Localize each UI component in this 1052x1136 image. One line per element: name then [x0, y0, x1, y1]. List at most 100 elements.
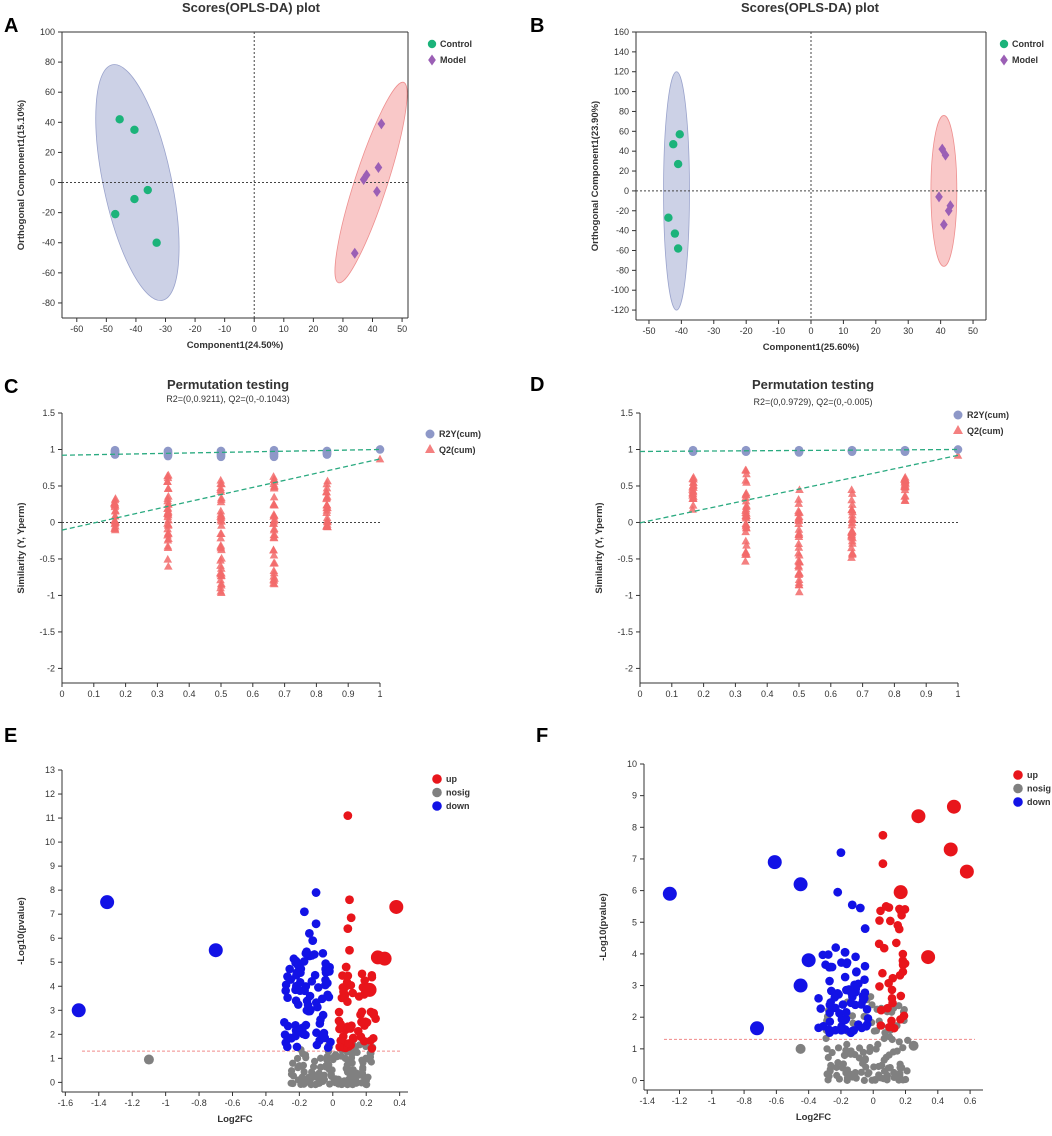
y-tick-label: -20: [616, 206, 629, 216]
down-point: [292, 968, 302, 977]
q2-permutation-point: [900, 491, 910, 500]
panel-letter-c: C: [4, 376, 18, 398]
q2-permutation-point: [216, 575, 225, 584]
x-tick-label: -1.2: [672, 1096, 688, 1106]
x-tick-label: 0.6: [964, 1096, 977, 1106]
q2-permutation-point: [794, 532, 804, 541]
y-tick-label: 1: [50, 1053, 55, 1063]
x-tick-label: 10: [838, 326, 848, 336]
down-point: [311, 888, 321, 897]
nosig-point: [315, 1079, 324, 1087]
nosig-point: [824, 1076, 832, 1084]
q2-permutation-point: [741, 466, 751, 474]
legend-marker-down: [432, 801, 442, 811]
q2-permutation-point: [322, 494, 331, 503]
q2-permutation-point: [322, 500, 332, 509]
nosig-point: [885, 1033, 894, 1041]
q2-permutation-point: [742, 477, 751, 486]
x-tick-label: -20: [189, 324, 202, 334]
y-tick-label: 1: [632, 1044, 637, 1054]
legend-label-nosig: nosig: [1027, 784, 1051, 794]
up-point: [367, 972, 377, 982]
up-point: [343, 997, 352, 1007]
nosig-point: [305, 1073, 313, 1081]
down-point: [315, 1019, 325, 1028]
y-tick-label: -0.5: [39, 554, 55, 564]
q2-permutation-point: [216, 497, 226, 506]
model-point: [941, 149, 950, 161]
q2-permutation-point: [163, 554, 173, 563]
nosig-point: [900, 1006, 908, 1014]
y-tick-label: 100: [614, 87, 629, 97]
y-tick-label: -20: [42, 208, 55, 218]
nosig-point: [822, 1034, 830, 1043]
y-tick-label: 0: [624, 186, 629, 196]
model-point: [377, 118, 386, 130]
legend-marker-r2y: [425, 429, 435, 439]
nosig-point: [902, 1075, 910, 1084]
x-tick-label: 30: [903, 326, 913, 336]
down-point: [841, 1007, 851, 1017]
q2-permutation-point: [847, 549, 857, 558]
x-tick-label: 0.1: [88, 689, 101, 699]
down-point: [750, 1021, 764, 1036]
y-tick-label: 4: [632, 949, 637, 959]
q2-permutation-point: [847, 543, 856, 552]
up-point: [897, 910, 906, 920]
up-point: [346, 980, 356, 990]
q2-permutation-point: [688, 489, 698, 498]
q2-original-point: [953, 451, 963, 459]
x-tick-label: 0.2: [119, 689, 132, 699]
y-tick-label: 1.5: [42, 408, 55, 418]
q2-permutation-point: [270, 558, 279, 567]
q2-permutation-point: [163, 541, 173, 550]
x-tick-label: 0.5: [793, 689, 806, 699]
up-point: [921, 950, 936, 965]
down-point: [311, 998, 321, 1007]
x-tick-label: -1: [708, 1096, 716, 1106]
y-tick-label: 9: [50, 861, 55, 871]
y-tick-label: 80: [619, 106, 629, 116]
y-tick-label: -80: [42, 298, 55, 308]
y-tick-label: -0.5: [617, 554, 633, 564]
q2-permutation-point: [847, 489, 857, 497]
q2-permutation-point: [269, 533, 279, 542]
x-tick-label: 0.3: [151, 689, 164, 699]
nosig-point: [310, 1057, 319, 1065]
up-point: [876, 1021, 886, 1030]
model-point: [940, 219, 948, 231]
panel-letter-a: A: [4, 15, 18, 37]
y-tick-label: 140: [614, 47, 629, 57]
y-tick-label: -120: [611, 305, 629, 315]
y-tick-label: -1.5: [39, 627, 55, 637]
nosig-point: [322, 1062, 330, 1070]
down-point: [826, 962, 835, 972]
down-point: [281, 986, 291, 996]
q2-permutation-point: [742, 469, 751, 478]
y-tick-label: 1: [50, 444, 55, 454]
nosig-point: [834, 1059, 842, 1067]
down-point: [323, 978, 332, 988]
up-point: [894, 924, 904, 934]
up-point: [959, 864, 974, 879]
down-point: [816, 1004, 826, 1013]
down-point: [299, 957, 309, 966]
up-point: [895, 971, 905, 980]
q2-permutation-point: [794, 494, 803, 503]
x-tick-label: 0.8: [310, 689, 323, 699]
legend-marker-r2y: [953, 410, 963, 420]
y-axis-label: Orthogonal Component1(15.10%): [16, 100, 27, 250]
up-point: [354, 992, 364, 1001]
legend-label-nosig: nosig: [446, 788, 470, 798]
nosig-point: [896, 1069, 904, 1077]
y-tick-label: -60: [42, 268, 55, 278]
x-tick-label: -40: [129, 324, 142, 334]
q2-permutation-point: [216, 485, 225, 494]
panel-c-permutation-plot: C Permutation testing R2=(0,0.9211), Q2=…: [4, 376, 481, 699]
q2-permutation-point: [847, 485, 856, 494]
nosig-point: [843, 1040, 851, 1048]
y-tick-label: 100: [40, 27, 55, 37]
y-tick-label: 1: [628, 444, 633, 454]
nosig-point: [893, 1047, 901, 1055]
up-point: [334, 1007, 344, 1017]
